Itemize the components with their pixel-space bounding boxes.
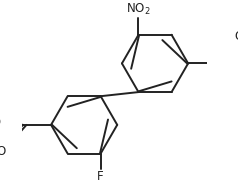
Text: O: O [234, 30, 238, 43]
Text: HO: HO [0, 116, 2, 129]
Text: NO$_2$: NO$_2$ [126, 2, 151, 17]
Text: O: O [0, 145, 5, 158]
Text: F: F [97, 170, 104, 183]
